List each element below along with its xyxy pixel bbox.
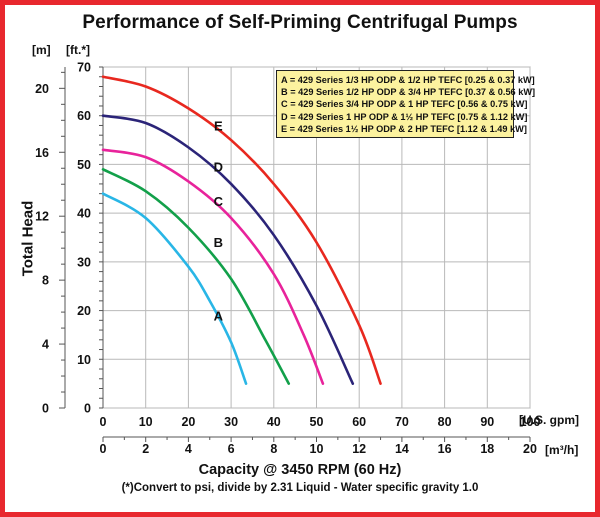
x-tick-label-gpm: 10	[139, 415, 153, 429]
x-tick-label-m3h: 12	[352, 442, 366, 456]
x-tick-label-m3h: 8	[270, 442, 277, 456]
x-tick-label-m3h: 14	[395, 442, 409, 456]
y-tick-label-ft: 60	[77, 109, 91, 123]
x-tick-label-gpm: 60	[352, 415, 366, 429]
y-tick-label-m: 8	[42, 274, 49, 288]
x-tick-label-gpm: 80	[438, 415, 452, 429]
y-tick-label-m: 0	[42, 402, 49, 416]
series-label-c: C	[214, 194, 224, 209]
y-tick-label-m: 4	[42, 338, 49, 352]
x-tick-label-m3h: 4	[185, 442, 192, 456]
y-unit-left: [m]	[32, 43, 51, 57]
x-tick-label-gpm: 70	[395, 415, 409, 429]
x-tick-label-gpm: 90	[480, 415, 494, 429]
legend-box: A = 429 Series 1/3 HP ODP & 1/2 HP TEFC …	[276, 70, 536, 138]
series-label-e: E	[214, 118, 223, 133]
y-tick-label-ft: 0	[84, 402, 91, 416]
x-tick-label-m3h: 6	[228, 442, 235, 456]
series-label-d: D	[214, 160, 223, 175]
x-tick-label-gpm: 20	[181, 415, 195, 429]
footnote: (*)Convert to psi, divide by 2.31 Liquid…	[121, 482, 479, 494]
x-tick-label-m3h: 2	[142, 442, 149, 456]
y-tick-label-m: 16	[35, 146, 49, 160]
legend-entry-b: B = 429 Series 1/2 HP ODP & 3/4 HP TEFC …	[281, 87, 536, 98]
legend-entry-e: E = 429 Series 1½ HP ODP & 2 HP TEFC [1.…	[281, 123, 527, 134]
series-label-b: B	[214, 235, 223, 250]
x-tick-label-m3h: 16	[438, 442, 452, 456]
y-tick-label-ft: 10	[77, 353, 91, 367]
series-line-c	[101, 148, 325, 385]
x-tick-label-gpm: 40	[267, 415, 281, 429]
x-tick-label-m3h: 20	[523, 442, 537, 456]
y-axis-label: Total Head	[19, 200, 37, 277]
y-tick-label-ft: 30	[77, 255, 91, 269]
series-line-a	[101, 192, 248, 385]
x-tick-label-gpm: 0	[100, 415, 107, 429]
y-tick-label-ft: 50	[77, 158, 91, 172]
y-tick-label-ft: 40	[77, 207, 91, 221]
x-tick-label-gpm: 30	[224, 415, 238, 429]
y-tick-label-ft: 70	[77, 61, 91, 75]
legend-entry-d: D = 429 Series 1 HP ODP & 1½ HP TEFC [0.…	[281, 111, 528, 122]
x-unit-top: [U.S. gpm]	[519, 413, 579, 427]
y-tick-label-m: 20	[35, 82, 49, 96]
series-line-e	[101, 75, 382, 385]
series-line-d	[101, 114, 355, 385]
x-tick-label-gpm: 100	[520, 415, 541, 429]
x-axis-label: Capacity @ 3450 RPM (60 Hz)	[198, 462, 402, 478]
x-tick-label-m3h: 10	[310, 442, 324, 456]
x-unit-bottom: [m³/h]	[545, 443, 579, 457]
legend-entry-c: C = 429 Series 3/4 HP ODP & 1 HP TEFC [0…	[281, 99, 528, 110]
series-label-a: A	[214, 308, 224, 323]
x-tick-label-gpm: 50	[310, 415, 324, 429]
y-unit-right: [ft.*]	[66, 43, 90, 57]
legend-entry-a: A = 429 Series 1/3 HP ODP & 1/2 HP TEFC …	[281, 75, 535, 85]
y-tick-label-ft: 20	[77, 304, 91, 318]
series-line-b	[101, 168, 291, 385]
chart-title: Performance of Self-Priming Centrifugal …	[82, 12, 518, 33]
y-tick-label-m: 12	[35, 210, 49, 224]
x-tick-label-m3h: 0	[100, 442, 107, 456]
x-tick-label-m3h: 18	[480, 442, 494, 456]
